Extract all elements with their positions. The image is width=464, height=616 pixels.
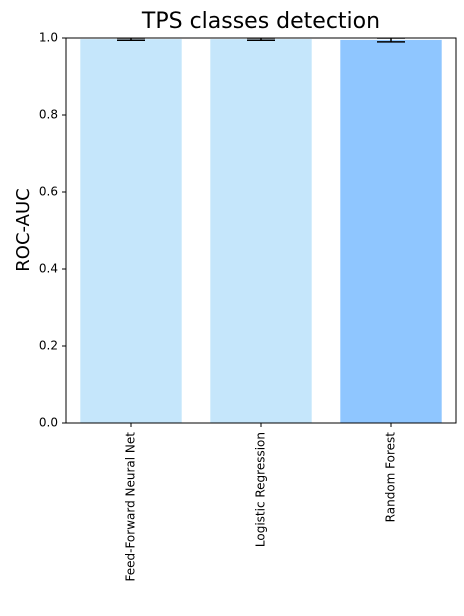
y-axis-label: ROC-AUC [13, 188, 34, 271]
x-tick-label: Logistic Regression [254, 432, 268, 547]
y-tick-label: 0.6 [39, 185, 58, 199]
y-tick-label: 0.8 [39, 108, 58, 122]
error-bar [377, 38, 405, 43]
bar [340, 39, 442, 423]
y-tick-label: 0.0 [39, 416, 58, 430]
y-tick-label: 0.2 [39, 339, 58, 353]
bar [80, 39, 182, 423]
y-tick-label: 1.0 [39, 31, 58, 45]
x-tick-label: Random Forest [384, 432, 398, 523]
y-tick-label: 0.4 [39, 262, 58, 276]
x-tick-label: Feed-Forward Neural Net [124, 432, 138, 582]
chart-title: TPS classes detection [141, 9, 380, 34]
bar [210, 39, 312, 423]
plot-area [80, 38, 442, 423]
